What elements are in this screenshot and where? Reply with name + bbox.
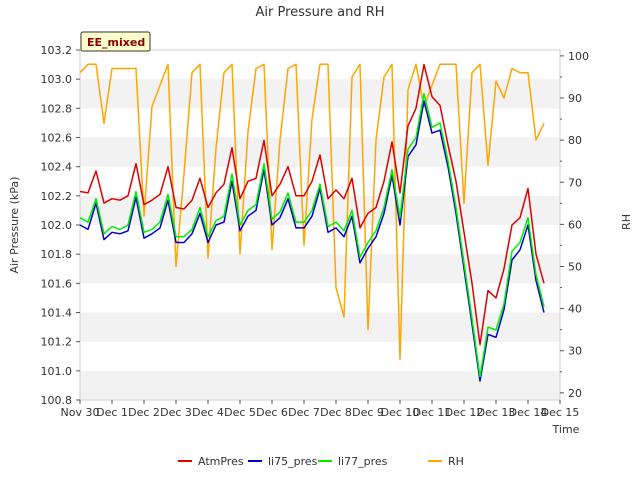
y-right-tick-label: 100	[568, 50, 589, 63]
series-line-li77_pres	[79, 92, 545, 378]
y-right-tick-label: 20	[568, 387, 582, 400]
x-tick-label: Dec 7	[288, 406, 320, 419]
x-tick-label: Dec 3	[160, 406, 192, 419]
badge-label: EE_mixed	[87, 36, 145, 49]
y-left-tick-label: 102.6	[41, 132, 73, 145]
x-axis-label: Time	[552, 423, 580, 436]
y-left-tick-label: 101.2	[41, 336, 73, 349]
series-line-li75_pres	[79, 100, 545, 382]
badge: EE_mixed	[80, 31, 151, 52]
y-axis-left-label: Air Pressure (kPa)	[8, 177, 21, 274]
y-left-tick-label: 103.2	[41, 44, 73, 57]
legend: AtmPres li75_pres li77_pres RH	[178, 455, 464, 468]
y-axis-right: 20 30 40 50 60 70 80 90 100	[560, 50, 589, 400]
y-right-tick-label: 90	[568, 92, 582, 105]
x-tick-label: Dec 15	[541, 406, 580, 419]
y-axis-left: 100.8 101.0 101.2 101.4 101.6 101.8 102.0 102.2…	[41, 44, 80, 407]
y-right-tick-label: 60	[568, 218, 582, 231]
y-left-tick-label: 101.0	[41, 365, 73, 378]
x-tick-label: Dec 6	[256, 406, 288, 419]
y-left-tick-label: 102.8	[41, 102, 73, 115]
y-left-tick-label: 102.2	[41, 190, 73, 203]
grid-band	[80, 137, 560, 167]
grid-band	[80, 79, 560, 109]
x-tick-label: Dec 10	[381, 406, 420, 419]
legend-label-rh: RH	[448, 455, 464, 468]
y-left-tick-label: 101.8	[41, 248, 73, 261]
background-bands	[80, 79, 560, 400]
x-tick-label: Dec 11	[413, 406, 452, 419]
x-tick-label: Nov 30	[61, 406, 100, 419]
x-tick-label: Dec 2	[128, 406, 160, 419]
x-tick-label: Dec 9	[352, 406, 384, 419]
legend-label-atmpres: AtmPres	[198, 455, 244, 468]
legend-label-li77_pres: li77_pres	[338, 455, 388, 468]
y-right-tick-label: 50	[568, 260, 582, 273]
series-line-atmpres	[79, 63, 545, 346]
x-tick-label: Dec 1	[96, 406, 128, 419]
legend-label-li75_pres: li75_pres	[268, 455, 318, 468]
x-tick-label: Dec 4	[192, 406, 224, 419]
x-tick-label: Dec 5	[224, 406, 256, 419]
chart-title: Air Pressure and RH	[255, 5, 384, 20]
y-left-tick-label: 101.4	[41, 307, 73, 320]
x-tick-label: Dec 13	[477, 406, 516, 419]
y-right-tick-label: 40	[568, 303, 582, 316]
y-axis-right-label: RH	[620, 214, 633, 230]
grid-band	[80, 254, 560, 284]
x-tick-label: Dec 14	[509, 406, 548, 419]
x-tick-label: Dec 8	[320, 406, 352, 419]
y-left-tick-label: 100.8	[41, 394, 73, 407]
x-tick-label: Dec 12	[445, 406, 484, 419]
y-right-tick-label: 70	[568, 176, 582, 189]
y-left-tick-label: 103.0	[41, 73, 73, 86]
grid-band	[80, 370, 560, 400]
y-left-tick-label: 101.6	[41, 277, 73, 290]
series-layer	[79, 63, 545, 382]
y-right-tick-label: 80	[568, 134, 582, 147]
grid-band	[80, 312, 560, 342]
series-line-rh	[79, 63, 545, 360]
y-left-tick-label: 102.4	[41, 161, 73, 174]
y-right-tick-label: 30	[568, 345, 582, 358]
y-left-tick-label: 102.0	[41, 219, 73, 232]
